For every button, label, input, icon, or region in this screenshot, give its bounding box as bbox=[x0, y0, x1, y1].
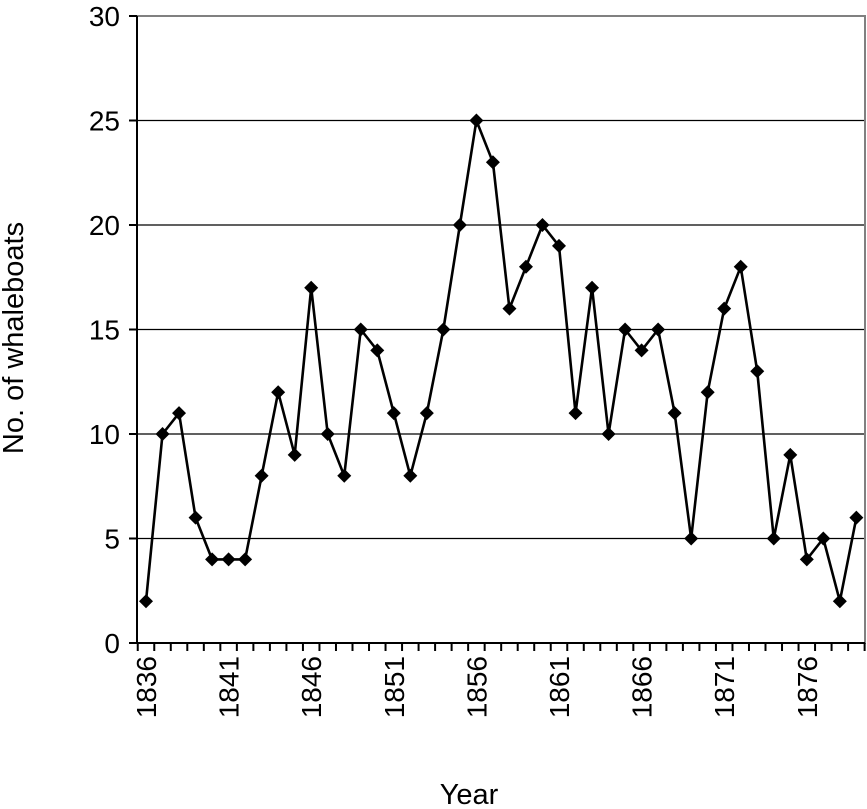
x-axis-title: Year bbox=[440, 779, 499, 809]
data-point-1843 bbox=[254, 468, 269, 483]
data-point-1837 bbox=[155, 427, 170, 441]
data-point-1839 bbox=[188, 510, 203, 525]
data-point-1868 bbox=[667, 406, 682, 421]
data-point-1842 bbox=[238, 552, 253, 567]
data-point-1849 bbox=[353, 322, 368, 337]
axes bbox=[129, 15, 866, 651]
data-point-1870 bbox=[700, 385, 715, 400]
series-line bbox=[144, 119, 858, 603]
data-point-1875 bbox=[783, 447, 798, 462]
data-point-1851 bbox=[386, 406, 401, 421]
x-tick-label-1866: 1866 bbox=[627, 656, 658, 718]
data-point-1878 bbox=[832, 594, 847, 609]
x-tick-label-1836: 1836 bbox=[131, 656, 162, 718]
data-point-1845 bbox=[287, 447, 302, 462]
x-tick-label-1871: 1871 bbox=[709, 656, 740, 718]
data-point-1859 bbox=[518, 259, 533, 274]
y-tick-label-5: 5 bbox=[104, 524, 120, 555]
y-tick-label-25: 25 bbox=[89, 106, 120, 137]
data-point-1860 bbox=[535, 218, 550, 232]
data-point-1848 bbox=[337, 468, 352, 483]
data-point-1869 bbox=[684, 531, 699, 546]
data-point-1850 bbox=[370, 343, 385, 358]
data-point-1876 bbox=[799, 552, 814, 567]
x-tick-label-1876: 1876 bbox=[792, 656, 823, 718]
data-point-1871 bbox=[717, 301, 732, 316]
x-tick-label-1851: 1851 bbox=[379, 656, 410, 718]
data-point-1862 bbox=[568, 406, 583, 421]
y-tick-label-30: 30 bbox=[89, 1, 120, 32]
x-tick-label-1841: 1841 bbox=[214, 656, 245, 718]
data-point-1857 bbox=[485, 155, 500, 170]
x-tick-labels: 1836 1841 1846 1851 1856 1861 1866 1871 1876 bbox=[131, 656, 823, 718]
data-point-1872 bbox=[733, 259, 748, 274]
data-point-1852 bbox=[403, 468, 418, 483]
y-tick-label-0: 0 bbox=[104, 628, 120, 659]
data-series bbox=[139, 113, 864, 609]
data-point-1866 bbox=[634, 343, 649, 358]
data-point-1863 bbox=[585, 280, 600, 295]
data-point-1854 bbox=[436, 322, 451, 337]
x-tick-label-1861: 1861 bbox=[544, 656, 575, 718]
gridlines bbox=[137, 119, 865, 540]
x-tick-label-1856: 1856 bbox=[461, 656, 492, 718]
data-point-1840 bbox=[205, 552, 220, 567]
data-point-1867 bbox=[651, 322, 666, 337]
data-point-1853 bbox=[419, 406, 434, 421]
data-point-1865 bbox=[618, 322, 633, 337]
y-tick-label-20: 20 bbox=[89, 210, 120, 241]
data-point-1836 bbox=[139, 594, 153, 609]
data-point-1841 bbox=[221, 552, 236, 567]
y-tick-label-15: 15 bbox=[89, 315, 120, 346]
y-tick-labels: 0 5 10 15 20 25 30 bbox=[89, 1, 120, 659]
data-point-1838 bbox=[172, 406, 187, 421]
data-point-1879 bbox=[849, 510, 864, 525]
data-point-1844 bbox=[271, 385, 286, 400]
x-tick-label-1846: 1846 bbox=[296, 656, 327, 718]
data-point-1874 bbox=[766, 531, 781, 546]
data-point-1858 bbox=[502, 301, 517, 316]
data-point-1861 bbox=[552, 238, 566, 253]
data-point-1847 bbox=[320, 427, 335, 441]
data-point-1856 bbox=[469, 113, 484, 128]
data-point-1846 bbox=[304, 280, 319, 295]
y-axis-title: No. of whaleboats bbox=[0, 222, 30, 454]
data-point-1877 bbox=[816, 531, 831, 546]
y-tick-label-10: 10 bbox=[89, 419, 120, 450]
data-point-1855 bbox=[452, 218, 467, 232]
data-point-1864 bbox=[601, 427, 616, 441]
data-point-1873 bbox=[750, 364, 765, 379]
